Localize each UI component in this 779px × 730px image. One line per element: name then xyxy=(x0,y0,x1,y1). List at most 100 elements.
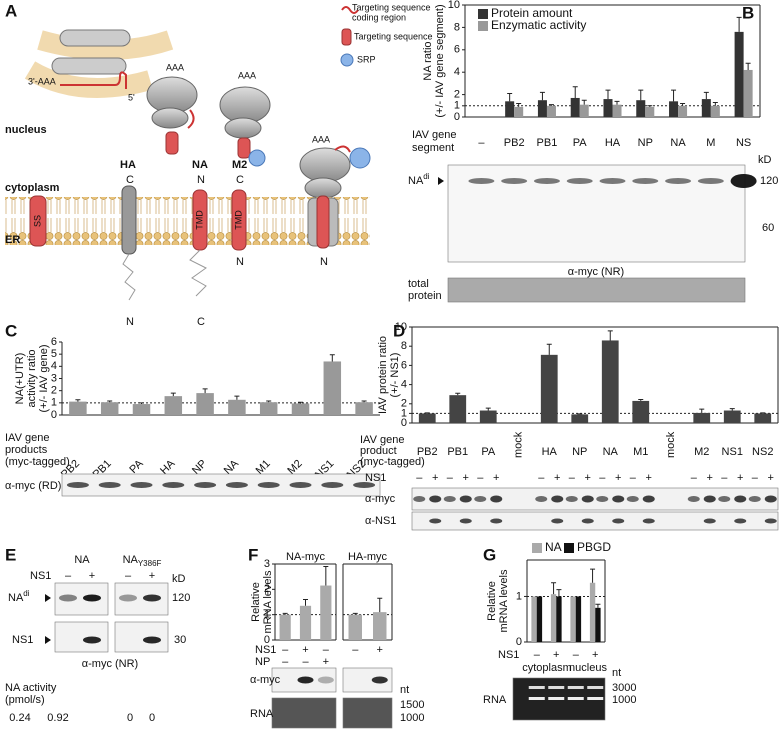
x-axis-title: product xyxy=(360,445,397,457)
marker-label: 120 xyxy=(760,175,778,187)
condition-label: – xyxy=(352,644,359,656)
antibody-label: α-myc xyxy=(365,493,396,505)
polya: AAA xyxy=(312,134,330,144)
bar xyxy=(259,402,278,415)
polya: AAA xyxy=(166,62,184,72)
blot-band xyxy=(533,178,560,184)
construct-label-main: NA xyxy=(74,554,90,566)
error-bar xyxy=(352,612,358,615)
activity-value: 0 xyxy=(127,712,133,724)
blot-band xyxy=(321,482,344,488)
bar xyxy=(536,596,543,642)
bar xyxy=(579,104,589,117)
blot-band xyxy=(764,518,777,524)
band-label-sup: di xyxy=(23,589,29,598)
compartment-label: ER xyxy=(5,234,20,246)
blot xyxy=(411,487,779,511)
y-tick-label: 10 xyxy=(448,0,460,11)
y-tick-label: 0 xyxy=(264,634,270,646)
rna-band xyxy=(528,686,545,689)
bar xyxy=(546,105,556,117)
bar xyxy=(754,413,772,423)
blot xyxy=(411,511,779,531)
blot-band xyxy=(317,676,334,684)
chart-title: NA-myc xyxy=(286,551,326,563)
error-bar xyxy=(745,62,751,70)
x-tick-label: + xyxy=(553,649,559,661)
rna-band xyxy=(548,697,565,700)
arrow xyxy=(45,636,51,644)
condition-label: – xyxy=(416,472,423,484)
error-bar xyxy=(607,330,613,341)
y-tick-label: 1 xyxy=(454,100,460,112)
kd-label: kD xyxy=(758,154,772,166)
activity-value: 0.92 xyxy=(47,712,68,724)
bar xyxy=(196,393,214,415)
blot-band xyxy=(734,518,747,524)
x-axis-title: IAV gene xyxy=(360,434,404,446)
bar xyxy=(734,31,744,118)
bar xyxy=(723,410,741,423)
blot-band xyxy=(703,495,716,503)
bar xyxy=(449,395,467,423)
terminus: N xyxy=(320,256,328,268)
y-tick-label: 0 xyxy=(516,636,522,648)
y-axis-title: NA ratio xyxy=(422,41,434,80)
blot-band xyxy=(119,594,137,602)
x-tick-label: NA xyxy=(670,137,686,149)
domain-label: TMD xyxy=(194,210,204,230)
marker-label: 1500 xyxy=(400,699,424,711)
blot-band xyxy=(353,482,376,488)
condition-label: – xyxy=(125,570,132,582)
error-bar xyxy=(736,16,742,32)
blot xyxy=(342,697,393,729)
domain-label: TMD xyxy=(233,210,243,230)
bar xyxy=(164,396,183,415)
marker-label: 60 xyxy=(762,222,774,234)
x-tick-label: mock xyxy=(665,431,677,458)
x-tick-label: M xyxy=(706,137,715,149)
construct-label: NAY386F xyxy=(123,554,162,568)
error-bar xyxy=(551,582,557,595)
error-bar xyxy=(323,566,329,586)
panel-label: A xyxy=(5,1,17,20)
y-tick-label: 2 xyxy=(401,398,407,410)
x-tick-label: PA xyxy=(127,457,146,476)
x-tick-label: NS xyxy=(736,137,751,149)
x-tick-label: – xyxy=(478,137,485,149)
polya: AAA xyxy=(238,70,256,80)
mrna-end: 5' xyxy=(128,92,135,102)
blot-band xyxy=(289,482,312,488)
y-tick-label: 0 xyxy=(454,111,460,123)
condition-label: – xyxy=(282,656,289,668)
blot-band xyxy=(599,178,626,184)
loading-label: total xyxy=(408,278,429,290)
blot xyxy=(54,621,109,653)
bar xyxy=(601,340,619,423)
terminus: N xyxy=(236,256,244,268)
bar xyxy=(348,614,362,640)
panel-label: F xyxy=(248,545,258,564)
rna-band xyxy=(587,697,604,700)
x-axis-title: segment xyxy=(412,142,454,154)
error-bar xyxy=(729,408,735,411)
y-tick-label: 3 xyxy=(51,372,57,384)
blot-band xyxy=(734,495,747,503)
x-tick-label: HA xyxy=(542,446,558,458)
y-tick-label: 4 xyxy=(401,379,407,391)
condition-label: + xyxy=(463,472,469,484)
construct-label-main: NA xyxy=(123,554,139,566)
blot-band xyxy=(225,482,248,488)
construct-label: NA xyxy=(74,554,90,566)
y-tick-label: 1 xyxy=(516,590,522,602)
y-tick-label: 3 xyxy=(264,558,270,570)
x-tick-label: NP xyxy=(638,137,653,149)
legend-label: SRP xyxy=(357,54,376,64)
bar xyxy=(514,106,524,117)
group-label: nucleus xyxy=(569,662,607,674)
blot-band xyxy=(443,496,456,502)
marker-label: 120 xyxy=(172,592,190,604)
condition-label: + xyxy=(432,472,438,484)
legend-label: NA xyxy=(545,540,562,554)
